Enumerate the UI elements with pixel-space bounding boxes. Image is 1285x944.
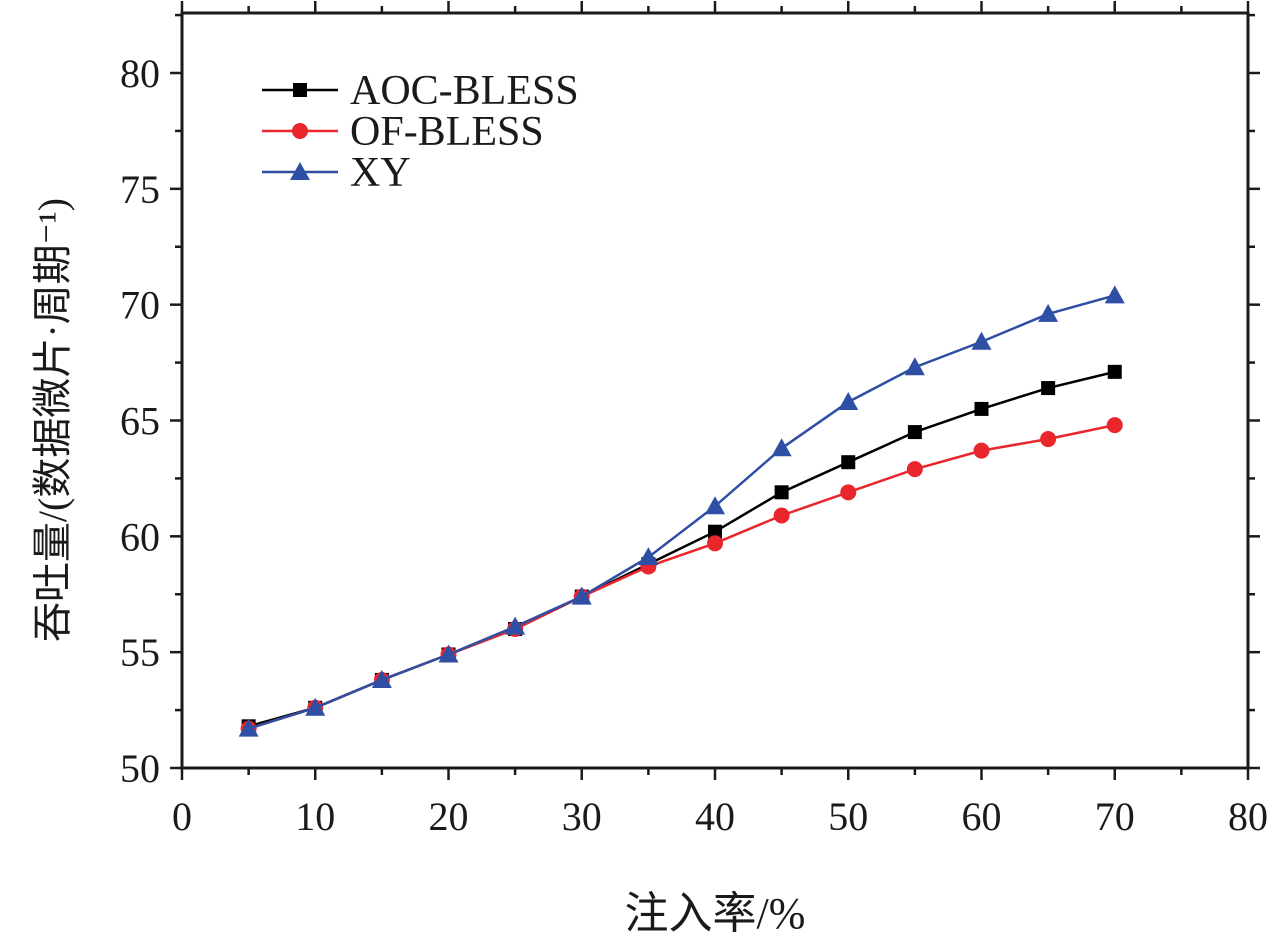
series-line [248, 294, 1116, 730]
legend-marker [293, 83, 307, 97]
y-tick-label: 80 [120, 51, 160, 96]
legend-marker [290, 162, 310, 180]
x-tick-label: 60 [962, 794, 1002, 839]
data-point [907, 425, 922, 440]
data-point [904, 357, 925, 376]
data-point [838, 391, 859, 410]
data-point [638, 547, 659, 566]
legend-marker [292, 123, 308, 139]
series-of-bless [240, 417, 1123, 737]
data-point [571, 586, 592, 605]
y-tick-label: 50 [120, 746, 160, 791]
y-axis-label: 吞吐量/(数据微片·周期⁻¹) [30, 198, 75, 642]
x-tick-label: 40 [695, 794, 735, 839]
data-point [371, 669, 392, 688]
legend-label: OF-BLESS [350, 109, 544, 155]
data-point [505, 616, 526, 635]
ticks: 0 10 20 30 40 50 60 70 80 50 55 60 65 70 75 80 [120, 1, 1268, 839]
data-point [773, 507, 790, 524]
data-point [708, 524, 722, 539]
data-point [840, 484, 857, 501]
series-xy [238, 285, 1125, 737]
y-tick-label: 60 [120, 514, 160, 559]
x-tick-label: 10 [295, 794, 335, 839]
data-point [707, 535, 723, 552]
legend-label: AOC-BLESS [350, 68, 579, 114]
legend-item: OF-BLESS [262, 109, 544, 155]
data-point [705, 496, 725, 515]
data-point [774, 485, 789, 500]
data-point [1038, 303, 1059, 322]
data-point [1107, 364, 1122, 379]
data-point [1106, 417, 1123, 434]
data-point [841, 455, 856, 470]
x-tick-label: 0 [172, 794, 192, 839]
data-point [1041, 381, 1056, 396]
legend-label: XY [350, 150, 411, 196]
y-tick-label: 70 [120, 283, 160, 328]
series-layer [238, 285, 1125, 737]
x-tick-label: 80 [1228, 794, 1268, 839]
data-point [973, 442, 990, 459]
legend-item: XY [262, 150, 411, 196]
x-axis-label: 注入率/% [625, 889, 806, 938]
data-point [906, 461, 923, 478]
data-point [974, 401, 989, 416]
legend-item: AOC-BLESS [262, 68, 579, 114]
data-point [971, 331, 992, 350]
data-point [771, 438, 792, 457]
data-point [238, 718, 259, 737]
x-tick-label: 50 [828, 794, 868, 839]
data-point [1104, 285, 1125, 304]
y-tick-label: 65 [120, 399, 160, 444]
series-aoc-bless [241, 364, 1122, 734]
y-tick-label: 55 [120, 630, 160, 675]
x-tick-label: 30 [562, 794, 602, 839]
data-point [305, 697, 326, 716]
y-tick-label: 75 [120, 167, 160, 212]
axes [180, 11, 1250, 770]
x-tick-label: 20 [429, 794, 469, 839]
x-tick-label: 70 [1095, 794, 1135, 839]
data-point [1040, 431, 1057, 448]
plot-frame [180, 11, 1250, 770]
data-point [438, 644, 459, 663]
